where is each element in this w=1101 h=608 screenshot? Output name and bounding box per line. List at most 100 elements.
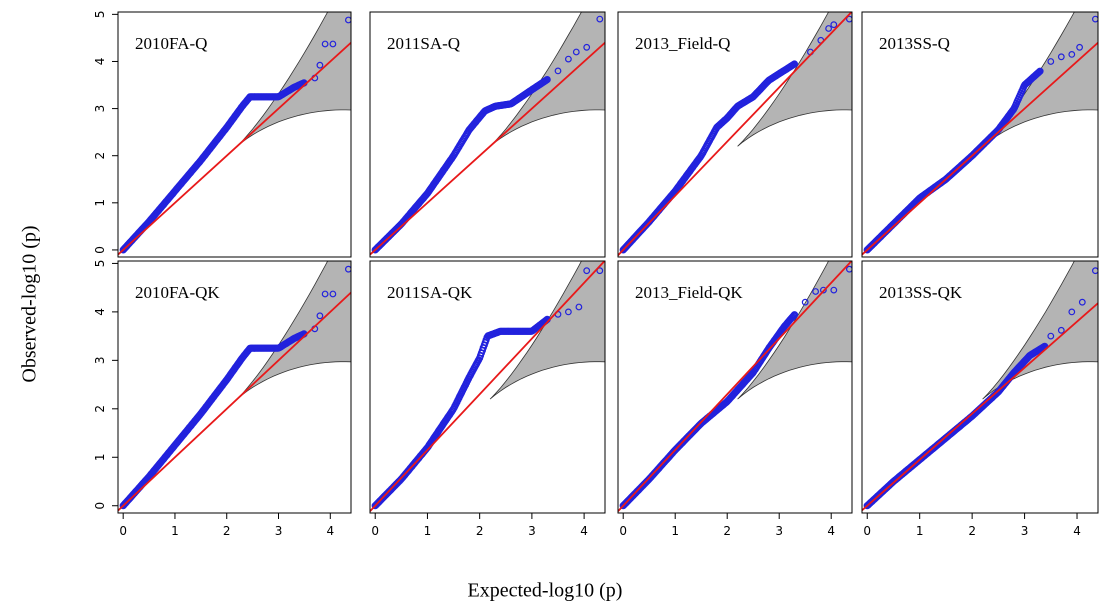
- x-tick-label: 0: [619, 524, 627, 538]
- outlier-point: [1047, 58, 1055, 65]
- x-tick-label: 2: [223, 524, 231, 538]
- outlier-point: [830, 286, 838, 294]
- outlier-point: [575, 303, 583, 311]
- x-tick-label: 0: [371, 524, 379, 538]
- outlier-point: [1092, 15, 1098, 23]
- y-tick-label: 5: [93, 11, 107, 19]
- x-tick-label: 0: [119, 524, 127, 538]
- x-tick-label: 1: [424, 524, 432, 538]
- y-tick-label: 2: [93, 405, 107, 413]
- x-tick-label: 1: [171, 524, 179, 538]
- qq-panel-7: 2013_Field-QK 0 1 2 3 4: [617, 260, 853, 538]
- panel-title: 2010FA-QK: [135, 283, 220, 302]
- panel-frame: [861, 11, 1099, 258]
- outlier-point: [345, 16, 351, 24]
- x-tick-label: 4: [326, 524, 334, 538]
- y-tick-label: 4: [93, 308, 107, 316]
- outlier-point: [572, 48, 580, 56]
- plot-area: [862, 12, 1098, 256]
- outlier-point: [820, 286, 827, 294]
- x-tick-label: 2: [723, 524, 731, 538]
- observed-points: [619, 15, 852, 254]
- panel-frame: [117, 11, 352, 258]
- expected-line: [862, 302, 1098, 512]
- x-tick-label: 1: [671, 524, 679, 538]
- expected-line: [118, 291, 351, 512]
- outlier-point: [812, 288, 819, 295]
- y-tick-label: 2: [93, 152, 107, 160]
- qq-panel-6: 2011SA-QK 0 1 2 3 4: [369, 260, 606, 538]
- outlier-point: [329, 40, 337, 48]
- qq-panel-5: 2010FA-QK 0 1 2 3 4 5 0 1 2 3 4: [93, 260, 352, 538]
- observed-point: [543, 75, 551, 84]
- x-axis-label: Expected-log10 (p): [467, 579, 623, 602]
- plot-area: [370, 12, 605, 256]
- plot-area: [618, 261, 852, 512]
- plot-area: [118, 261, 351, 512]
- confidence-band: [982, 261, 1098, 400]
- observed-point: [790, 60, 799, 68]
- expected-line: [370, 41, 605, 256]
- x-tick-label: 2: [476, 524, 484, 538]
- outlier-point: [1078, 298, 1086, 306]
- qq-panel-2: 2011SA-Q: [369, 11, 606, 258]
- outlier-point: [846, 265, 852, 273]
- outlier-point: [801, 298, 809, 306]
- outlier-point: [321, 40, 329, 48]
- outlier-point: [846, 15, 852, 23]
- outlier-point: [565, 308, 572, 316]
- x-tick-label: 4: [827, 524, 835, 538]
- observed-point: [1036, 67, 1044, 75]
- confidence-band: [737, 261, 852, 400]
- y-tick-label: 1: [93, 453, 107, 461]
- x-tick-label: 4: [1073, 524, 1081, 538]
- y-tick-label: 5: [93, 260, 107, 268]
- x-tick-label: 4: [580, 524, 588, 538]
- x-tick-label: 3: [775, 524, 783, 538]
- panel-title: 2013_Field-QK: [635, 283, 743, 302]
- qq-panel-1: 2010FA-Q 0 1 2 3 4 5: [93, 11, 352, 258]
- qq-panel-4: 2013SS-Q: [861, 11, 1099, 258]
- panel-title: 2013_Field-Q: [635, 34, 730, 53]
- outlier-point: [316, 312, 324, 320]
- y-tick-label: 3: [93, 105, 107, 113]
- expected-line: [862, 41, 1098, 256]
- outlier-point: [316, 61, 324, 69]
- outlier-point: [596, 15, 604, 23]
- expected-line: [118, 41, 351, 256]
- panel-frame: [617, 260, 853, 514]
- confidence-band: [737, 12, 852, 147]
- outlier-point: [329, 290, 337, 298]
- outlier-point: [1047, 332, 1055, 340]
- outlier-point: [565, 55, 572, 63]
- outlier-point: [596, 267, 604, 275]
- x-tick-label: 3: [275, 524, 283, 538]
- outlier-point: [1057, 53, 1065, 61]
- outlier-point: [1068, 308, 1076, 316]
- panel-frame: [861, 260, 1099, 514]
- outlier-point: [1068, 51, 1076, 58]
- expected-line: [370, 261, 605, 512]
- panel-frame: [369, 260, 606, 514]
- y-tick-label: 1: [93, 199, 107, 207]
- outlier-point: [321, 290, 329, 298]
- plot-area: [370, 261, 605, 512]
- panel-title: 2011SA-QK: [387, 283, 473, 302]
- expected-line: [618, 261, 852, 512]
- outlier-point: [554, 67, 562, 75]
- qq-panel-8: 2013SS-QK 0 1 2 3 4: [861, 260, 1099, 538]
- outlier-point: [1076, 43, 1083, 51]
- x-tick-label: 2: [968, 524, 976, 538]
- outlier-point: [825, 25, 832, 32]
- y-tick-label: 0: [93, 502, 107, 510]
- plot-area: [618, 12, 852, 256]
- outlier-point: [830, 21, 838, 29]
- x-tick-label: 3: [1021, 524, 1029, 538]
- qq-panel-3: 2013_Field-Q: [617, 11, 853, 258]
- y-tick-label: 0: [93, 246, 107, 254]
- confidence-band: [489, 261, 605, 400]
- x-tick-label: 1: [916, 524, 924, 538]
- y-tick-label: 3: [93, 357, 107, 365]
- panel-title: 2013SS-Q: [879, 34, 950, 53]
